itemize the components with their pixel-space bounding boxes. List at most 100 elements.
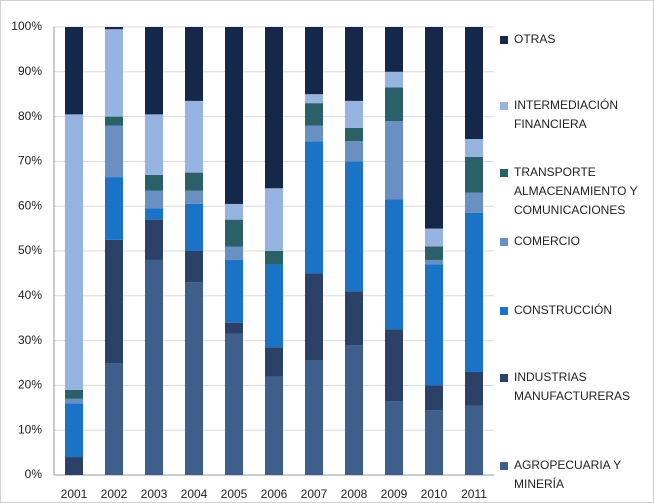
bar-segment	[465, 27, 483, 139]
bar-segment	[225, 259, 243, 323]
bar-segment	[385, 87, 403, 122]
bar-segment	[105, 177, 123, 240]
bar-segment	[385, 27, 403, 72]
bar-segment	[345, 161, 363, 292]
y-tick-label: 0%	[25, 467, 43, 481]
bar-segment	[225, 27, 243, 204]
y-tick-label: 40%	[18, 288, 42, 302]
bar-segment	[145, 208, 163, 220]
bar-segment	[345, 127, 363, 142]
x-tick-label: 2005	[221, 487, 248, 501]
bar-segment	[65, 457, 83, 475]
legend-swatch	[500, 374, 508, 382]
legend-label: INTERMEDIACIÓN FINANCIERA	[514, 98, 619, 131]
bar-segment	[305, 141, 323, 274]
bar-segment	[305, 360, 323, 475]
bar-segment	[185, 282, 203, 475]
x-tick-label: 2011	[461, 487, 487, 501]
bar-segment	[465, 139, 483, 157]
legend-label: OTRAS	[514, 32, 556, 46]
y-tick-label: 10%	[18, 422, 42, 436]
legend-label: INDUSTRIAS MANUFACTURERAS	[514, 370, 631, 403]
bar-segment	[345, 291, 363, 346]
bar-segment	[425, 228, 443, 247]
bar-segment	[305, 273, 323, 361]
y-tick-label: 100%	[11, 19, 42, 33]
bar-segment	[185, 100, 203, 173]
legend-item: AGROPECUARIA Y MINERÍA	[500, 456, 650, 494]
bar-segment	[345, 100, 363, 128]
bar-segment	[225, 322, 243, 334]
x-tick-label: 2008	[341, 487, 368, 501]
bar-segment	[465, 212, 483, 372]
bar-segment	[265, 27, 283, 189]
bar-segment	[185, 190, 203, 204]
x-tick-label: 2009	[381, 487, 408, 501]
bar-segment	[345, 141, 363, 162]
bar-segment	[185, 251, 203, 283]
legend-item: TRANSPORTE ALMACENAMIENTO Y COMUNICACION…	[500, 163, 650, 220]
bar-segment	[185, 203, 203, 251]
legend-item: INDUSTRIAS MANUFACTURERAS	[500, 368, 650, 406]
bar-segment	[225, 246, 243, 260]
bar-segment	[265, 376, 283, 475]
bar-segment	[385, 329, 403, 402]
x-tick-label: 2006	[261, 487, 288, 501]
bar-segment	[65, 389, 83, 399]
bar-segment	[385, 121, 403, 200]
bar-segment	[225, 333, 243, 475]
bar-segment	[105, 125, 123, 178]
bar-segment	[225, 219, 243, 247]
bar-segment	[105, 363, 123, 475]
legend-swatch	[500, 36, 508, 44]
y-tick-label: 60%	[18, 198, 42, 212]
bar-segment	[465, 371, 483, 406]
bar-segment	[425, 259, 443, 265]
legend-swatch	[500, 169, 508, 177]
legend-label: AGROPECUARIA Y MINERÍA	[514, 458, 621, 491]
bar-segment	[345, 27, 363, 101]
legend-swatch	[500, 238, 508, 246]
bar-segment	[265, 347, 283, 377]
bar-segment	[425, 246, 443, 260]
bar-segment	[465, 192, 483, 213]
bar-segment	[265, 264, 283, 348]
bar-segment	[105, 239, 123, 363]
bar-segment	[425, 410, 443, 475]
legend-swatch	[500, 102, 508, 110]
bar-segment	[425, 385, 443, 411]
legend-item: COMERCIO	[500, 232, 650, 251]
bar-segment	[145, 174, 163, 191]
bar-segment	[105, 27, 123, 30]
bar-segment	[65, 27, 83, 115]
bar-segment	[385, 71, 403, 88]
x-tick-label: 2002	[101, 487, 128, 501]
legend-item: OTRAS	[500, 30, 650, 49]
bar-segment	[105, 29, 123, 117]
x-tick-label: 2004	[181, 487, 208, 501]
bar-segment	[305, 103, 323, 126]
bar-segment	[465, 156, 483, 193]
bar-segment	[145, 190, 163, 209]
legend-label: CONSTRUCCIÓN	[514, 303, 612, 317]
bar-segment	[425, 264, 443, 386]
y-tick-label: 20%	[18, 378, 42, 392]
bar-segment	[265, 251, 283, 265]
bar-segment	[145, 259, 163, 475]
bar-segment	[345, 345, 363, 475]
legend-item: CONSTRUCCIÓN	[500, 301, 650, 320]
bar-segment	[425, 27, 443, 229]
x-tick-label: 2001	[61, 487, 88, 501]
bar-segment	[385, 199, 403, 330]
x-tick-label: 2010	[421, 487, 448, 501]
legend-swatch	[500, 307, 508, 315]
legend-label: TRANSPORTE ALMACENAMIENTO Y COMUNICACION…	[514, 165, 638, 217]
y-tick-label: 50%	[18, 243, 42, 257]
y-tick-label: 70%	[18, 154, 42, 168]
bar-segment	[305, 94, 323, 104]
legend-swatch	[500, 462, 508, 470]
bar-segment	[385, 401, 403, 475]
bar-segment	[145, 114, 163, 175]
